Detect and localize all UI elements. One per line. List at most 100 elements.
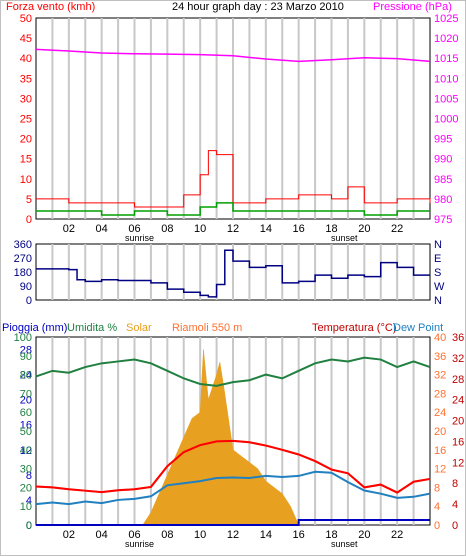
dewpoint-y-tick: 28: [452, 374, 464, 386]
direction-y-tick: 270: [14, 253, 32, 265]
x-tick-label-top: 04: [96, 223, 108, 235]
direction-compass-tick: S: [434, 267, 441, 279]
wind-y-tick: 10: [20, 174, 32, 186]
rain-y-tick: 28: [20, 345, 32, 357]
rain-line: [36, 518, 430, 526]
x-tick-label-top: 02: [63, 223, 75, 235]
direction-y-tick: 180: [14, 267, 32, 279]
pressure-y-tick: 1020: [434, 33, 458, 45]
pressure-y-tick: 975: [434, 214, 452, 226]
wind-y-tick: 0: [26, 214, 32, 226]
humidity-y-tick: 40: [20, 445, 32, 457]
wind-y-tick: 15: [20, 154, 32, 166]
x-tick-label-bottom: 20: [358, 529, 370, 541]
direction-compass-tick: E: [434, 253, 441, 265]
temperature-y-tick: 40: [434, 332, 446, 344]
wind-y-tick: 50: [20, 13, 32, 25]
dewpoint-axis-title: Dew Point: [393, 322, 443, 334]
pressure-axis-title: Pressione (hPa): [373, 1, 452, 13]
sunset-label-bottom: sunset: [331, 539, 358, 549]
pressure-y-tick: 990: [434, 154, 452, 166]
sunrise-label-bottom: sunrise: [125, 539, 154, 549]
x-tick-label-bottom: 12: [227, 529, 239, 541]
pressure-line: [35, 48, 431, 63]
wind-y-tick: 45: [20, 33, 32, 45]
x-tick-label-top: 14: [260, 223, 272, 235]
wind-gust-line: [36, 150, 431, 208]
pressure-y-tick: 985: [434, 174, 452, 186]
rain-y-tick: 16: [20, 420, 32, 432]
temperature-y-tick: 36: [434, 351, 446, 363]
humidity-axis-title: Umidita %: [67, 322, 117, 334]
humidity-y-tick: 30: [20, 464, 32, 476]
dewpoint-y-tick: 16: [452, 436, 464, 448]
wind-axis-title: Forza vento (kmh): [6, 1, 95, 13]
pressure-y-tick: 1015: [434, 53, 458, 65]
direction-compass-tick: N: [434, 239, 442, 251]
pressure-y-tick: 1025: [434, 13, 458, 25]
rain-y-tick: 0: [26, 520, 32, 532]
x-tick-label-bottom: 16: [293, 529, 305, 541]
x-tick-label-bottom: 06: [128, 529, 140, 541]
station-label: Riamoli 550 m: [172, 322, 242, 334]
temperature-y-tick: 16: [434, 445, 446, 457]
x-tick-label-bottom: 10: [194, 529, 206, 541]
pressure-y-tick: 1010: [434, 73, 458, 85]
dewpoint-y-tick: 24: [452, 395, 464, 407]
x-axis-labels-top: 02 04 06 08 10 12 14 16 18 20 22: [63, 223, 404, 235]
rain-y-tick: 8: [26, 470, 32, 482]
solar-axis-title: Solar: [126, 322, 152, 334]
x-tick-label-top: 10: [194, 223, 206, 235]
chart-main-title: 24 hour graph day : 23 Marzo 2010: [172, 1, 344, 13]
wind-y-tick: 40: [20, 53, 32, 65]
dewpoint-y-tick: 8: [452, 478, 458, 490]
x-tick-label-top: 18: [325, 223, 337, 235]
x-tick-label-bottom: 22: [391, 529, 403, 541]
humidity-y-tick: 90: [20, 351, 32, 363]
x-tick-label-top: 16: [293, 223, 305, 235]
direction-y-tick: 360: [14, 239, 32, 251]
humidity-y-tick: 10: [20, 501, 32, 513]
humidity-y-tick: 100: [14, 332, 32, 344]
temperature-y-tick: 8: [434, 482, 440, 494]
temperature-y-tick: 0: [434, 520, 440, 532]
rain-y-tick: 20: [20, 395, 32, 407]
direction-line: [36, 249, 430, 298]
rain-y-tick: 12: [20, 445, 32, 457]
wind-speed-line: [36, 202, 430, 216]
direction-compass-tick: W: [434, 281, 445, 293]
x-tick-label-bottom: 08: [161, 529, 173, 541]
temperature-y-tick: 4: [434, 501, 440, 513]
x-tick-label-top: 08: [161, 223, 173, 235]
direction-y-tick: 90: [20, 281, 32, 293]
x-tick-label-top: 12: [227, 223, 239, 235]
wind-y-tick: 35: [20, 73, 32, 85]
humidity-y-tick: 80: [20, 370, 32, 382]
humidity-y-tick: 60: [20, 407, 32, 419]
humidity-y-tick: 50: [20, 426, 32, 438]
x-tick-label-top: 06: [128, 223, 140, 235]
direction-y-tick: 0: [26, 295, 32, 307]
temperature-y-tick: 28: [434, 388, 446, 400]
temperature-y-tick: 20: [434, 426, 446, 438]
wind-y-tick: 25: [20, 114, 32, 126]
pressure-y-tick: 1005: [434, 93, 458, 105]
dewpoint-y-tick: 12: [452, 457, 464, 469]
x-tick-label-bottom: 04: [96, 529, 108, 541]
pressure-y-tick: 995: [434, 134, 452, 146]
rain-y-tick: 24: [20, 370, 32, 382]
wind-pressure-panel: 0510152025303540455097598098599099510001…: [20, 13, 459, 226]
dewpoint-y-tick: 0: [452, 520, 458, 532]
dewpoint-line: [35, 470, 431, 506]
temperature-line: [35, 439, 431, 494]
rain-y-tick: 4: [26, 495, 32, 507]
direction-compass-tick: N: [434, 295, 442, 307]
pressure-y-tick: 1000: [434, 114, 458, 126]
temperature-axis-title: Temperatura (°C): [312, 322, 396, 334]
pressure-y-tick: 980: [434, 194, 452, 206]
rain-humidity-temperature-panel: 0481216202428010203040506070809010004812…: [14, 332, 465, 532]
humidity-y-tick: 70: [20, 388, 32, 400]
wind-y-tick: 30: [20, 93, 32, 105]
